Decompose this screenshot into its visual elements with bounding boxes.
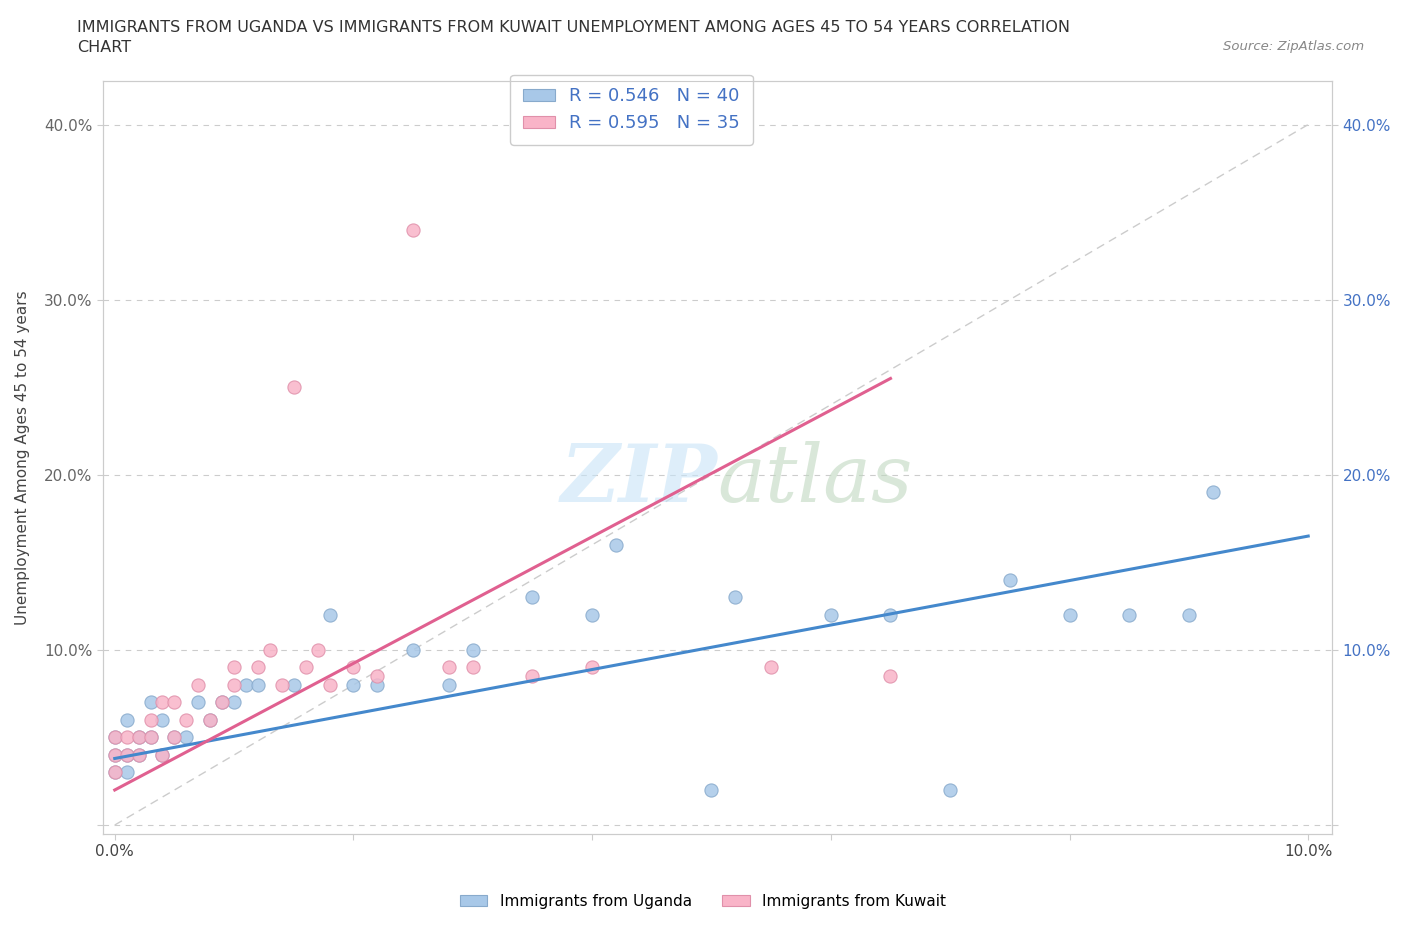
Point xyxy=(939,782,962,797)
Point xyxy=(700,782,723,797)
Point xyxy=(104,765,127,780)
Point xyxy=(259,643,281,658)
Point xyxy=(115,730,138,745)
Point xyxy=(437,677,460,692)
Point xyxy=(187,677,209,692)
Point xyxy=(139,730,162,745)
Point xyxy=(759,660,782,675)
Point xyxy=(342,677,364,692)
Point xyxy=(605,538,627,552)
Point xyxy=(163,730,186,745)
Point xyxy=(187,695,209,710)
Point xyxy=(152,748,174,763)
Point xyxy=(128,730,150,745)
Point xyxy=(283,677,305,692)
Point xyxy=(104,730,127,745)
Point xyxy=(1118,607,1140,622)
Point xyxy=(461,643,484,658)
Point xyxy=(104,748,127,763)
Point xyxy=(522,590,544,604)
Point xyxy=(724,590,747,604)
Point xyxy=(152,748,174,763)
Point xyxy=(307,643,329,658)
Point xyxy=(200,712,222,727)
Point xyxy=(998,572,1021,587)
Point xyxy=(342,660,364,675)
Point xyxy=(879,669,901,684)
Point xyxy=(402,222,425,237)
Point xyxy=(139,712,162,727)
Point xyxy=(115,712,138,727)
Point xyxy=(104,748,127,763)
Point xyxy=(139,730,162,745)
Point xyxy=(318,607,340,622)
Point xyxy=(1059,607,1081,622)
Point xyxy=(152,712,174,727)
Point xyxy=(115,765,138,780)
Point xyxy=(461,660,484,675)
Point xyxy=(270,677,292,692)
Point xyxy=(104,765,127,780)
Point xyxy=(115,748,138,763)
Point xyxy=(437,660,460,675)
Point xyxy=(318,677,340,692)
Point xyxy=(176,712,198,727)
Legend: R = 0.546   N = 40, R = 0.595   N = 35: R = 0.546 N = 40, R = 0.595 N = 35 xyxy=(510,74,752,145)
Text: Source: ZipAtlas.com: Source: ZipAtlas.com xyxy=(1223,40,1364,53)
Point xyxy=(235,677,257,692)
Point xyxy=(104,730,127,745)
Point xyxy=(222,695,245,710)
Point xyxy=(1202,485,1225,499)
Legend: Immigrants from Uganda, Immigrants from Kuwait: Immigrants from Uganda, Immigrants from … xyxy=(454,888,952,915)
Point xyxy=(283,379,305,394)
Point xyxy=(139,695,162,710)
Text: atlas: atlas xyxy=(717,441,912,519)
Point xyxy=(176,730,198,745)
Text: CHART: CHART xyxy=(77,40,131,55)
Point xyxy=(115,748,138,763)
Point xyxy=(1178,607,1201,622)
Text: ZIP: ZIP xyxy=(561,441,717,519)
Point xyxy=(128,748,150,763)
Y-axis label: Unemployment Among Ages 45 to 54 years: Unemployment Among Ages 45 to 54 years xyxy=(15,290,30,625)
Point xyxy=(200,712,222,727)
Point xyxy=(820,607,842,622)
Point xyxy=(366,669,388,684)
Point xyxy=(211,695,233,710)
Text: IMMIGRANTS FROM UGANDA VS IMMIGRANTS FROM KUWAIT UNEMPLOYMENT AMONG AGES 45 TO 5: IMMIGRANTS FROM UGANDA VS IMMIGRANTS FRO… xyxy=(77,20,1070,35)
Point xyxy=(879,607,901,622)
Point xyxy=(222,677,245,692)
Point xyxy=(366,677,388,692)
Point xyxy=(152,695,174,710)
Point xyxy=(581,607,603,622)
Point xyxy=(211,695,233,710)
Point xyxy=(294,660,316,675)
Point xyxy=(402,643,425,658)
Point xyxy=(581,660,603,675)
Point xyxy=(128,730,150,745)
Point xyxy=(128,748,150,763)
Point xyxy=(163,695,186,710)
Point xyxy=(246,677,269,692)
Point xyxy=(522,669,544,684)
Point xyxy=(163,730,186,745)
Point xyxy=(222,660,245,675)
Point xyxy=(246,660,269,675)
